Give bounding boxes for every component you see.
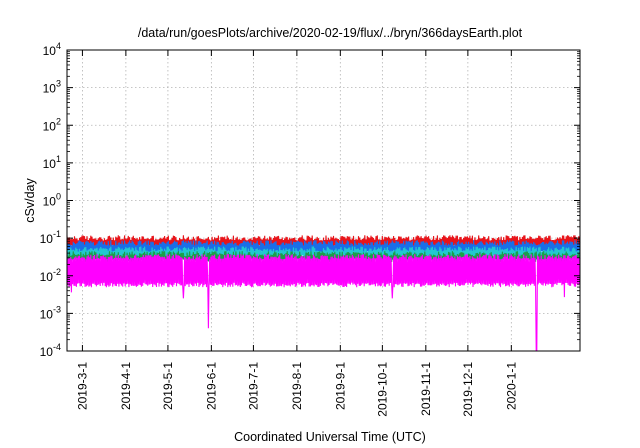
x-tick-label: 2020-1-1	[504, 362, 518, 410]
chart-title: /data/run/goesPlots/archive/2020-02-19/f…	[138, 26, 523, 40]
x-tick-label: 2019-5-1	[161, 362, 175, 410]
y-tick-label: 10-3	[40, 304, 61, 321]
x-axis-label: Coordinated Universal Time (UTC)	[234, 430, 426, 444]
x-tick-label: 2019-6-1	[204, 362, 218, 410]
x-tick-label: 2019-4-1	[119, 362, 133, 410]
x-tick-label: 2019-3-1	[75, 362, 89, 410]
y-tick-label: 103	[43, 79, 61, 96]
y-tick-label: 10-4	[40, 342, 61, 359]
x-tick-label: 2019-7-1	[246, 362, 260, 410]
y-tick-label: 101	[43, 154, 61, 171]
plot-area	[66, 235, 581, 352]
y-axis-label: cSv/day	[23, 178, 37, 223]
series-cyan	[66, 246, 581, 260]
series-magenta	[66, 254, 581, 352]
y-tick-label: 100	[43, 192, 61, 209]
grid	[67, 50, 580, 351]
x-tick-label: 2019-9-1	[333, 362, 347, 410]
y-tick-label: 10-2	[40, 267, 61, 284]
y-axis: 10-4 10-3 10-2 10-1 100 101 102 103 104	[40, 41, 580, 359]
x-axis: 2019-3-1 2019-4-1 2019-5-1 2019-6-1 2019-7-1…	[75, 50, 518, 417]
x-tick-label: 2019-10-1	[375, 362, 389, 417]
y-tick-label: 102	[43, 116, 61, 133]
y-tick-label: 10-1	[40, 229, 61, 246]
y-tick-label: 104	[43, 41, 61, 58]
x-tick-label: 2019-12-1	[461, 362, 475, 417]
x-tick-label: 2019-8-1	[290, 362, 304, 410]
x-tick-label: 2019-11-1	[419, 362, 433, 416]
